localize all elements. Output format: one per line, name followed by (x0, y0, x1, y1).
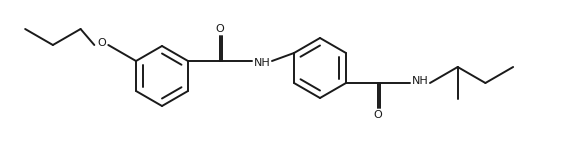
Text: O: O (215, 24, 224, 34)
Text: O: O (97, 38, 105, 48)
Text: O: O (374, 110, 383, 120)
Text: NH: NH (254, 58, 270, 68)
Text: NH: NH (412, 76, 429, 86)
